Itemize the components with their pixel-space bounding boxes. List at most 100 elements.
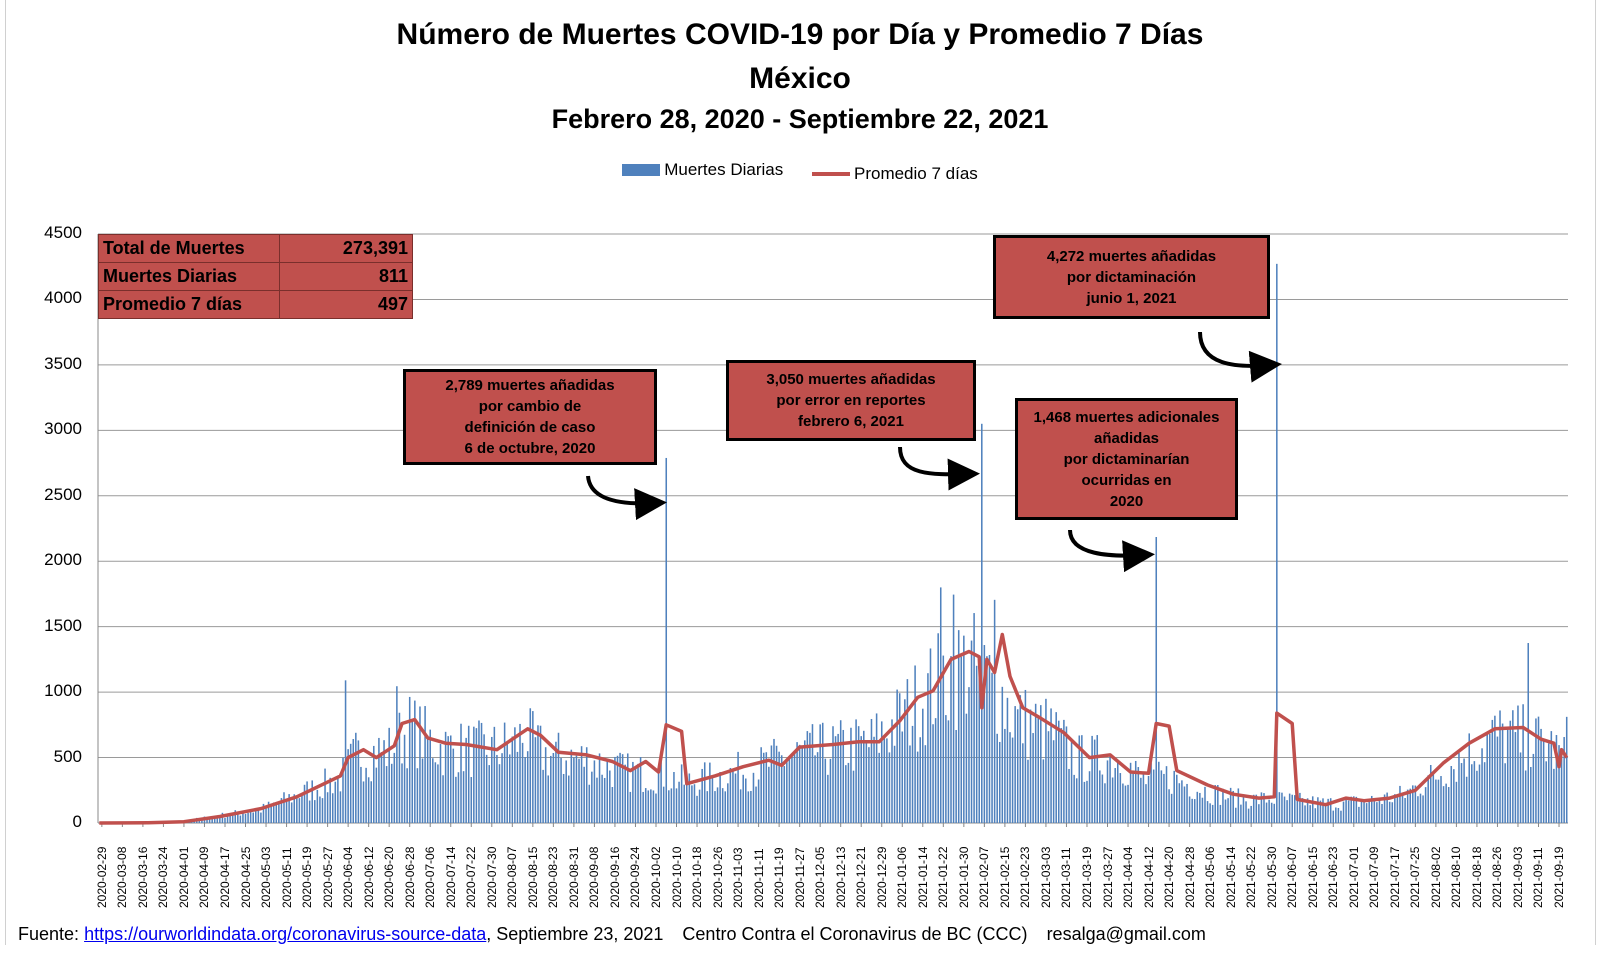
daily-bar <box>801 746 803 823</box>
daily-bar <box>701 768 703 823</box>
daily-bar <box>978 662 980 823</box>
daily-bar <box>301 795 303 823</box>
daily-bar <box>213 816 216 823</box>
source-link[interactable]: https://ourworldindata.org/coronavirus-s… <box>84 924 487 944</box>
daily-bar <box>362 781 365 823</box>
daily-bar <box>1227 798 1229 823</box>
x-tick-label: 2021-01-30 <box>956 846 971 908</box>
daily-bar <box>1563 737 1565 823</box>
daily-bar <box>827 774 829 823</box>
daily-bar <box>1083 781 1086 823</box>
daily-bar <box>1455 781 1458 823</box>
daily-bar <box>1193 799 1196 823</box>
daily-bar <box>1547 743 1550 823</box>
daily-bar <box>1288 793 1291 823</box>
daily-bar <box>1145 784 1147 823</box>
daily-bar <box>1388 801 1391 823</box>
daily-bar <box>1481 748 1483 823</box>
daily-bar <box>852 770 855 823</box>
x-tick-label: 2020-10-18 <box>690 846 705 908</box>
daily-bar <box>1009 732 1011 823</box>
daily-bar <box>249 811 252 823</box>
daily-bar <box>996 733 998 823</box>
daily-bar <box>1158 761 1160 823</box>
daily-bar <box>1294 795 1296 823</box>
daily-bar <box>1532 753 1535 823</box>
daily-bar <box>609 770 611 823</box>
x-tick-label: 2021-05-14 <box>1223 846 1238 908</box>
daily-bar <box>1491 719 1494 823</box>
daily-bar <box>1222 788 1224 823</box>
x-tick-label: 2021-04-12 <box>1141 846 1156 908</box>
daily-bar <box>683 784 685 823</box>
daily-bar <box>1014 706 1016 823</box>
daily-bar <box>1499 710 1501 823</box>
daily-bar <box>521 742 524 823</box>
daily-bar <box>278 802 280 823</box>
daily-bar <box>421 758 424 823</box>
x-tick-label: 2020-08-23 <box>546 846 561 908</box>
daily-bar <box>706 791 709 823</box>
daily-bar <box>1527 643 1530 823</box>
daily-bar <box>1381 803 1383 823</box>
daily-bar <box>1378 799 1381 823</box>
daily-bar <box>1224 799 1227 823</box>
daily-bar <box>1429 764 1432 823</box>
daily-bar <box>839 720 842 823</box>
daily-bar <box>878 752 880 823</box>
daily-bar <box>496 754 498 823</box>
daily-bar <box>216 816 219 823</box>
daily-bar <box>711 777 714 823</box>
daily-bar <box>1535 718 1537 823</box>
average-line <box>99 632 1569 825</box>
daily-bar <box>742 774 744 823</box>
daily-bar <box>642 791 644 823</box>
x-tick-label: 2020-06-20 <box>382 846 397 908</box>
daily-bar <box>947 720 950 823</box>
daily-bar <box>1122 783 1124 823</box>
daily-bar <box>1417 796 1419 823</box>
daily-bar <box>1342 801 1345 823</box>
daily-bar <box>1517 705 1519 823</box>
daily-bar <box>1360 800 1363 823</box>
daily-bar <box>1409 788 1411 823</box>
x-tick-label: 2021-07-17 <box>1387 846 1402 908</box>
daily-bar <box>211 816 213 823</box>
daily-bar <box>383 740 385 823</box>
daily-bar <box>1242 796 1245 823</box>
x-tick-label: 2021-08-18 <box>1469 846 1484 908</box>
daily-bar <box>1160 770 1163 823</box>
daily-bar <box>914 665 916 823</box>
daily-bar <box>1406 789 1409 823</box>
x-tick-label: 2020-04-17 <box>217 846 232 908</box>
daily-bar <box>660 756 662 823</box>
daily-bar <box>1001 686 1004 823</box>
daily-bar <box>388 727 390 823</box>
daily-bar <box>226 815 229 823</box>
daily-bar <box>960 656 963 823</box>
daily-bar <box>1460 763 1463 823</box>
daily-bar <box>757 779 760 823</box>
daily-bar <box>898 693 901 823</box>
daily-bar <box>752 772 755 823</box>
daily-bar <box>639 757 642 823</box>
daily-bar <box>288 794 290 823</box>
daily-bar <box>780 755 783 823</box>
daily-bar <box>460 723 462 823</box>
daily-bar <box>791 755 793 823</box>
daily-bar <box>1358 806 1360 823</box>
daily-bar <box>691 785 693 823</box>
daily-bar <box>1099 770 1101 823</box>
daily-bar <box>308 800 311 823</box>
x-tick-label: 2021-05-06 <box>1203 846 1218 908</box>
daily-bar <box>1447 787 1450 823</box>
daily-bar <box>1363 802 1365 823</box>
x-tick-label: 2020-10-02 <box>648 846 663 908</box>
daily-bar <box>788 756 791 823</box>
annotation-text: 1,468 muertes adicionales añadidas por d… <box>1033 408 1220 510</box>
daily-bar <box>537 725 539 823</box>
daily-bar <box>326 792 329 823</box>
x-tick-label: 2020-12-05 <box>813 846 828 908</box>
daily-bar <box>868 747 870 823</box>
legend: Muertes Diarias Promedio 7 días <box>0 160 1600 184</box>
